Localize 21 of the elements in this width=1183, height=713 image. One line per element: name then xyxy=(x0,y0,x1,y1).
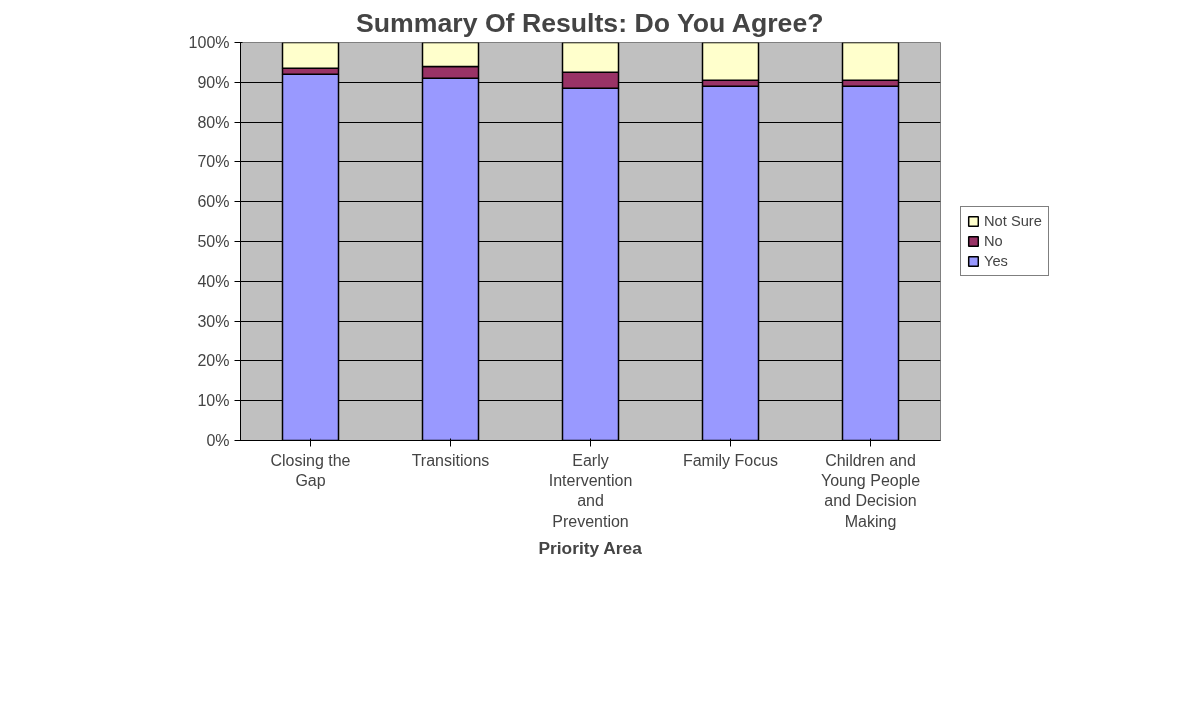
x-axis-title: Priority Area xyxy=(538,537,643,558)
y-tick-label: 10% xyxy=(197,392,230,410)
chart-title: Summary Of Results: Do You Agree? xyxy=(355,7,824,38)
y-tick-label: 100% xyxy=(188,34,230,51)
legend-label: No xyxy=(984,233,1004,249)
y-tick-label: 70% xyxy=(197,153,230,171)
x-tick-label: Family Focus xyxy=(682,451,779,469)
y-tick-label: 30% xyxy=(197,312,230,330)
y-tick-label: 90% xyxy=(197,73,230,91)
y-tick-label: 20% xyxy=(197,352,230,370)
x-tick-label: Transitions xyxy=(411,451,490,469)
x-tick-label: Early Intervention and Prevention xyxy=(548,451,633,530)
x-tick-label: Children and Young People and Decision Making xyxy=(820,451,921,530)
y-tick-label: 80% xyxy=(197,113,230,131)
y-tick-label: 50% xyxy=(197,233,230,250)
y-tick-label: 40% xyxy=(197,272,230,290)
y-tick-label: 0% xyxy=(206,432,230,449)
legend-label: Not Sure xyxy=(984,213,1042,229)
legend-label: Yes xyxy=(984,253,1008,269)
y-tick-label: 60% xyxy=(197,193,230,211)
x-tick-label: Closing the Gap xyxy=(270,451,351,489)
